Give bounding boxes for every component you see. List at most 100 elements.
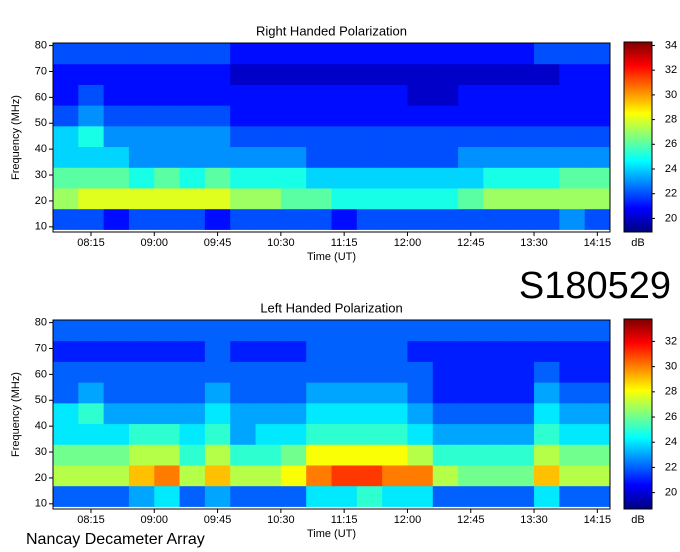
heatmap-cell <box>559 63 586 85</box>
heatmap-cell <box>331 444 358 466</box>
heatmap-cell <box>432 84 459 106</box>
y-tick-label: 70 <box>35 342 47 354</box>
heatmap-cell <box>306 320 332 342</box>
heatmap-cell <box>407 402 434 425</box>
heatmap-cell <box>306 187 332 210</box>
x-tick-label: 12:00 <box>394 237 422 249</box>
heatmap-cell <box>432 485 459 507</box>
heatmap-cell <box>78 125 105 148</box>
heatmap-cell <box>179 464 206 487</box>
heatmap-cell <box>280 167 307 189</box>
heatmap-cell <box>230 340 257 362</box>
heatmap-cell <box>356 146 383 168</box>
heatmap-cell <box>331 485 358 507</box>
heatmap-cell <box>179 63 206 85</box>
heatmap-cell <box>280 208 307 230</box>
heatmap-cell <box>255 43 282 65</box>
heatmap-cell <box>356 125 383 148</box>
x-tick-label: 12:00 <box>394 514 422 526</box>
heatmap-cell <box>53 382 79 404</box>
heatmap-cell <box>230 63 257 85</box>
colorbar-tick-label: 24 <box>665 163 677 175</box>
heatmap-cell <box>331 423 358 445</box>
heatmap-cell <box>280 340 307 362</box>
heatmap-cell <box>508 63 535 85</box>
heatmap-cell <box>508 187 535 210</box>
y-tick-label: 80 <box>35 316 47 328</box>
heatmap-cell <box>53 84 79 106</box>
heatmap-cell <box>356 382 383 404</box>
colorbar-tick-label: 34 <box>665 39 677 51</box>
heatmap-cell <box>78 423 105 445</box>
heatmap-cell <box>382 382 408 404</box>
heatmap-cell <box>255 63 282 85</box>
heatmap-cell <box>534 361 560 383</box>
heatmap-cell <box>559 444 586 466</box>
y-axis-label: Frequency (MHz) <box>10 372 22 457</box>
y-tick-label: 30 <box>35 169 47 181</box>
heatmap-cell <box>559 485 586 507</box>
heatmap-cell <box>53 340 79 362</box>
heatmap-cell <box>255 146 282 168</box>
heatmap-cell <box>407 43 434 65</box>
heatmap-cell <box>280 63 307 85</box>
heatmap-cell <box>255 382 282 404</box>
x-tick-label: 12:45 <box>457 237 485 249</box>
heatmap-cell <box>407 423 434 445</box>
heatmap-cell <box>179 208 206 230</box>
heatmap-cell <box>483 423 510 445</box>
heatmap-cell <box>534 146 560 168</box>
heatmap-cell <box>559 340 586 362</box>
heatmap-cell <box>280 423 307 445</box>
heatmap-cell <box>356 485 383 507</box>
heatmap-cell <box>534 485 560 507</box>
heatmap-cell <box>458 402 484 425</box>
heatmap-cell <box>382 361 408 383</box>
heatmap-cell <box>280 187 307 210</box>
heatmap-cell <box>458 423 484 445</box>
x-axis-label: Time (UT) <box>307 251 356 263</box>
heatmap-cell <box>584 43 611 65</box>
heatmap-cell <box>280 361 307 383</box>
heatmap-cell <box>331 43 358 65</box>
heatmap-cell <box>204 43 231 65</box>
heatmap-cell <box>179 187 206 210</box>
heatmap-cell <box>584 402 611 425</box>
heatmap-cell <box>534 444 560 466</box>
heatmap-cell <box>128 402 155 425</box>
heatmap-cell <box>204 361 231 383</box>
heatmap-cell <box>179 423 206 445</box>
heatmap-cell <box>103 464 130 487</box>
heatmap-cell <box>458 43 484 65</box>
heatmap-cell <box>407 320 434 342</box>
heatmap-cell <box>382 146 408 168</box>
heatmap-cell <box>179 485 206 507</box>
heatmap-cell <box>458 63 484 85</box>
heatmap-cell <box>356 320 383 342</box>
heatmap-cell <box>103 361 130 383</box>
heatmap-cell <box>128 320 155 342</box>
chart-title: Left Handed Polarization <box>260 300 402 315</box>
heatmap-cell <box>559 84 586 106</box>
heatmap-cell <box>534 84 560 106</box>
heatmap-cell <box>78 63 105 85</box>
heatmap-cell <box>432 125 459 148</box>
heatmap-cell <box>407 444 434 466</box>
heatmap-cell <box>154 146 181 168</box>
heatmap-cell <box>179 382 206 404</box>
heatmap-cell <box>584 167 611 189</box>
heatmap-cell <box>331 84 358 106</box>
heatmap-cell <box>306 146 332 168</box>
heatmap-cell <box>356 361 383 383</box>
heatmap-cell <box>306 208 332 230</box>
heatmap-cell <box>179 167 206 189</box>
heatmap-cell <box>78 208 105 230</box>
heatmap-cell <box>306 340 332 362</box>
heatmap-cell <box>508 320 535 342</box>
heatmap-cell <box>179 146 206 168</box>
heatmap-cell <box>584 361 611 383</box>
heatmap-cell <box>331 125 358 148</box>
heatmap-cell <box>584 464 611 487</box>
heatmap-cell <box>53 43 79 65</box>
heatmap-cell <box>483 402 510 425</box>
